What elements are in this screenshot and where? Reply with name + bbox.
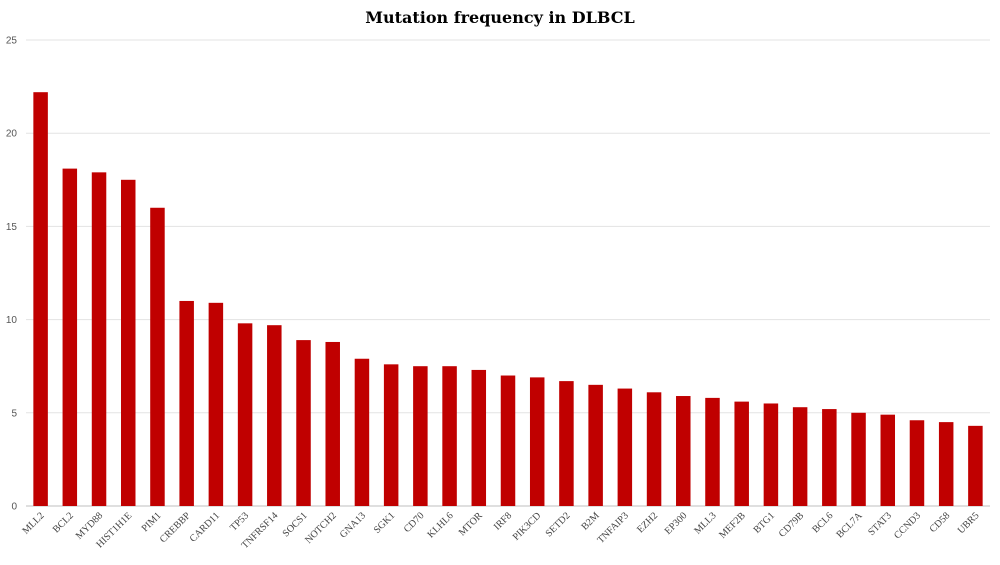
bars xyxy=(33,92,983,507)
x-tick-label: MEF2B xyxy=(717,510,748,541)
x-tick-label: CD70 xyxy=(402,510,427,535)
x-tick-label: B2M xyxy=(579,510,601,532)
bar-mtor xyxy=(471,369,487,506)
bar-irf8 xyxy=(500,375,516,506)
bar-ep300 xyxy=(676,396,691,506)
bar-bcl7a xyxy=(851,412,866,506)
x-tick-label: NOTCH2 xyxy=(303,510,339,546)
bar-hist1h1e xyxy=(120,179,136,507)
chart-title: Mutation frequency in DLBCL xyxy=(365,8,635,27)
x-tick-label: CARD11 xyxy=(188,510,222,544)
x-tick-label: TNFAIP3 xyxy=(595,510,631,546)
x-tick-label: TP53 xyxy=(228,510,251,533)
bar-crebbp xyxy=(179,300,194,506)
bar-ccnd3 xyxy=(909,420,925,506)
x-tick-label: SGK1 xyxy=(372,510,397,535)
x-tick-label: CREBBP xyxy=(158,510,193,545)
bar-stat3 xyxy=(880,414,896,506)
bar-cd79b xyxy=(792,407,808,506)
bar-card11 xyxy=(208,302,224,506)
x-tick-label: BCL6 xyxy=(810,510,835,535)
y-tick-label: 15 xyxy=(6,222,18,233)
y-tick-label: 20 xyxy=(6,129,18,140)
bar-tp53 xyxy=(237,323,253,506)
x-tick-label: MTOR xyxy=(457,510,485,538)
x-tick-label: UBR5 xyxy=(956,510,982,536)
bar-sgk1 xyxy=(383,364,399,506)
bar-btg1 xyxy=(763,403,779,506)
bar-pik3cd xyxy=(529,377,545,506)
bar-tnfaip3 xyxy=(617,388,633,506)
y-tick-label: 25 xyxy=(6,36,18,47)
bar-klhl6 xyxy=(442,366,457,506)
bar-pim1 xyxy=(150,207,165,506)
x-tick-label: EP300 xyxy=(663,510,690,537)
bar-ezh2 xyxy=(646,392,662,506)
x-tick-label: MLL3 xyxy=(692,510,718,536)
x-tick-label: EZH2 xyxy=(635,510,660,535)
y-tick-label: 5 xyxy=(11,408,17,419)
x-tick-label: MLL2 xyxy=(20,510,46,536)
x-tick-label: KLHL6 xyxy=(426,510,456,540)
bar-setd2 xyxy=(559,381,574,506)
bar-mef2b xyxy=(734,401,749,506)
y-tick-label: 0 xyxy=(11,502,17,513)
x-tick-label: BTG1 xyxy=(752,510,777,535)
x-tick-label: STAT3 xyxy=(866,510,894,538)
x-tick-label: BCL7A xyxy=(834,510,865,541)
x-tick-label: BCL2 xyxy=(51,510,76,535)
x-tick-label: GNA13 xyxy=(338,510,368,540)
bar-myd88 xyxy=(91,172,107,506)
x-tick-label: SETD2 xyxy=(544,510,573,539)
x-tick-label: IRF8 xyxy=(492,510,514,532)
bar-gna13 xyxy=(354,358,370,506)
bar-bcl2 xyxy=(62,168,78,506)
x-tick-label: CD58 xyxy=(928,510,953,535)
x-tick-label: PIK3CD xyxy=(511,510,544,543)
bar-b2m xyxy=(588,384,603,506)
x-tick-label: CCND3 xyxy=(892,510,923,541)
bar-socs1 xyxy=(296,340,311,506)
bar-mll2 xyxy=(33,92,48,506)
x-tick-label: CD79B xyxy=(777,510,807,540)
x-tick-label: PIM1 xyxy=(140,510,164,534)
bar-notch2 xyxy=(325,341,340,506)
bar-tnfrsf14 xyxy=(267,325,282,506)
bar-cd70 xyxy=(413,366,428,506)
bar-bcl6 xyxy=(822,409,837,506)
bar-cd58 xyxy=(938,422,954,506)
bar-mll3 xyxy=(705,397,720,506)
y-tick-label: 10 xyxy=(6,315,18,326)
bar-ubr5 xyxy=(968,425,983,506)
y-axis: 0 5 10 15 20 25 xyxy=(6,36,18,513)
